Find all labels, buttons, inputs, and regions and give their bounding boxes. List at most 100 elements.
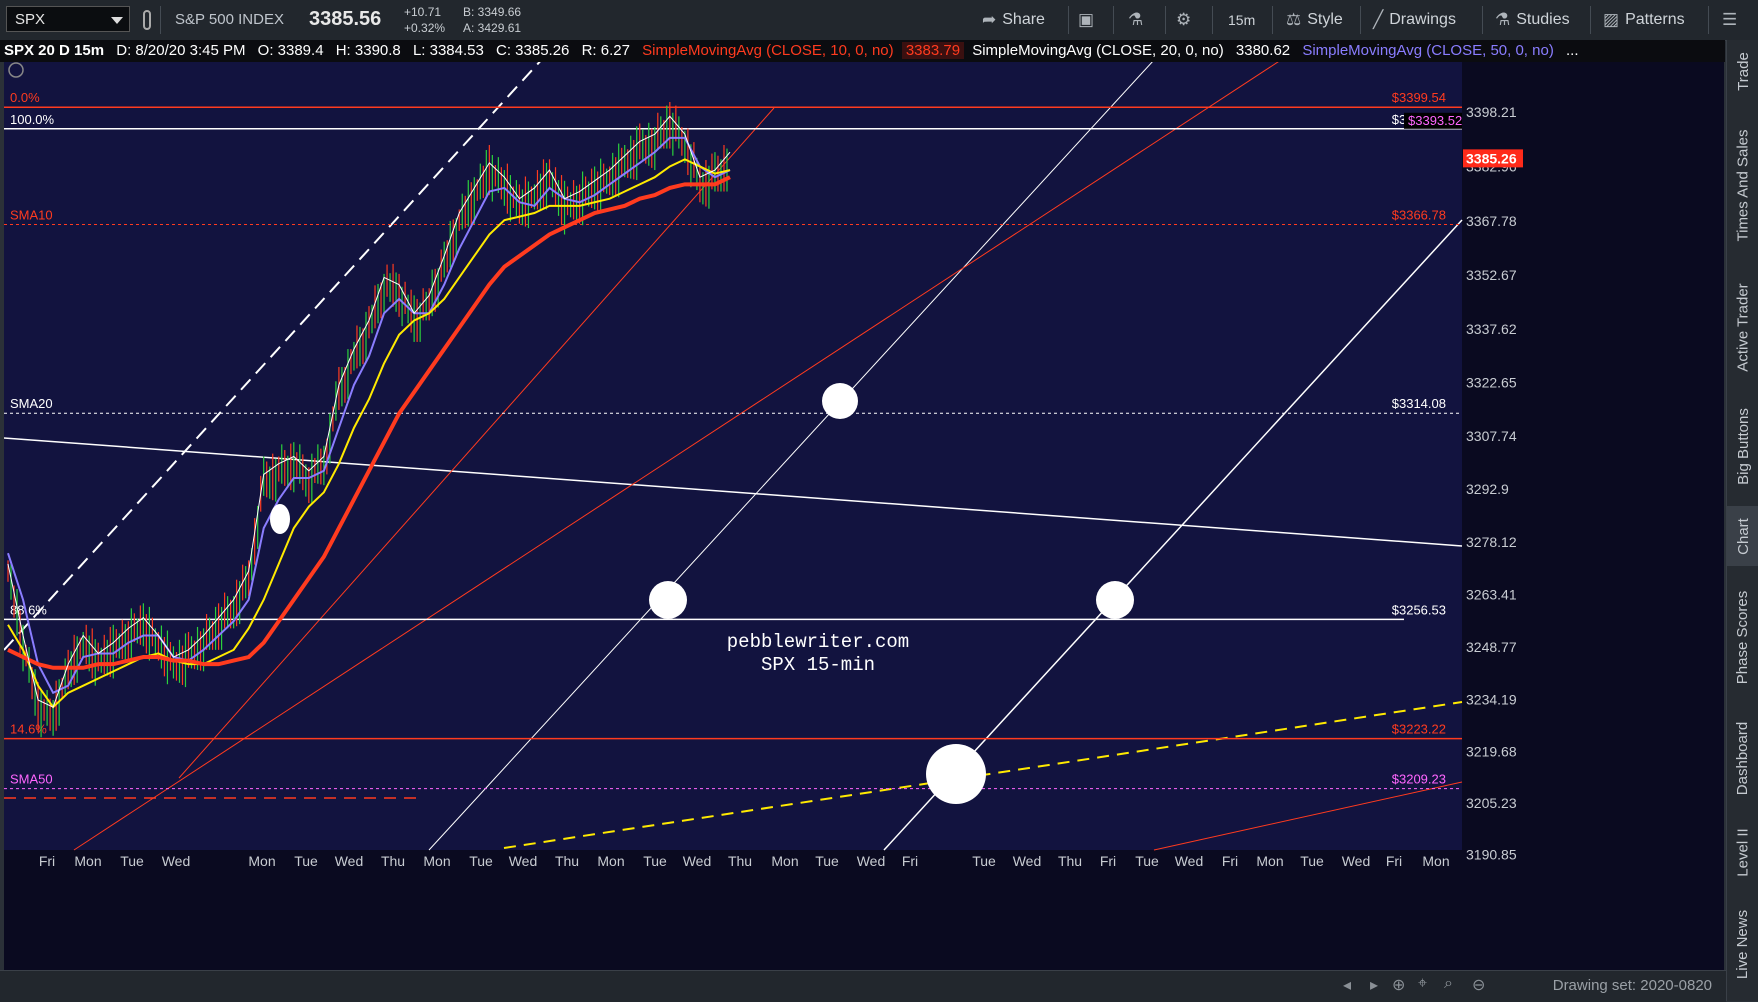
yellow-ma-line [7, 158, 731, 709]
x-tick-label: Wed [1342, 853, 1371, 869]
level-right-label: $3209.23 [1392, 772, 1446, 787]
annotation-circle [1096, 581, 1134, 619]
level-left-label: SMA50 [10, 772, 53, 787]
tab-times-and-sales[interactable]: Times And Sales [1727, 110, 1758, 260]
tab-active-trader[interactable]: Active Trader [1727, 268, 1758, 386]
chart-panel[interactable]: 3413.533398.213382.963367.783352.673337.… [4, 62, 1724, 970]
x-tick-label: Tue [643, 853, 667, 869]
flask-button[interactable]: ⚗ [1128, 0, 1143, 40]
drawing-set-label[interactable]: Drawing set: 2020-0820 [1552, 977, 1712, 994]
bar-close: C: 3385.26 [496, 42, 570, 59]
x-tick-label: Mon [771, 853, 798, 869]
style-button[interactable]: ⚖ Style [1286, 0, 1343, 40]
tab-label: Big Buttons [1734, 407, 1752, 485]
current-price-label: 3385.26 [1466, 150, 1517, 166]
link-icon[interactable] [143, 10, 151, 30]
zoom-out-icon[interactable]: ⊖ [1472, 977, 1486, 994]
tab-label: Live News [1734, 909, 1752, 979]
bar-open: O: 3389.4 [257, 42, 324, 59]
zoom-icon[interactable]: ⌕ [1444, 975, 1453, 992]
screenshot-button[interactable]: ▣ [1078, 0, 1094, 40]
tab-label: Level II [1734, 827, 1752, 877]
y-tick-label: 3190.85 [1466, 847, 1517, 863]
aggregation-label: 15m [1228, 12, 1256, 28]
menu-button[interactable]: ☰ [1722, 0, 1737, 40]
scroll-right-icon[interactable]: ▸ [1370, 977, 1379, 994]
annotation-circle [822, 383, 858, 419]
pan-icon[interactable]: ⊕ [1392, 977, 1406, 994]
sma10-study-value: 3383.79 [901, 42, 965, 59]
x-tick-label: Fri [1100, 853, 1116, 869]
flask-icon: ⚗ [1495, 10, 1511, 29]
bar-date: D: 8/20/20 3:45 PM [116, 42, 246, 59]
price-chart[interactable]: 3413.533398.213382.963367.783352.673337.… [4, 62, 1724, 970]
crosshair-icon[interactable]: ⌖ [1418, 975, 1428, 992]
x-tick-label: Tue [469, 853, 493, 869]
watermark-line-1: pebblewriter.com [727, 631, 909, 653]
x-tick-label: Mon [1422, 853, 1449, 869]
symbol-dropdown-icon[interactable] [111, 17, 123, 24]
studies-button[interactable]: ⚗ Studies [1495, 0, 1570, 40]
style-icon: ⚖ [1286, 10, 1302, 29]
tab-level-ii[interactable]: Level II [1727, 816, 1758, 888]
settings-button[interactable]: ⚙ [1176, 0, 1191, 40]
x-tick-label: Tue [1135, 853, 1159, 869]
y-tick-label: 3292.9 [1466, 481, 1509, 497]
tab-big-buttons[interactable]: Big Buttons [1727, 394, 1758, 498]
scroll-left-icon[interactable]: ◂ [1343, 977, 1352, 994]
flask-icon: ⚗ [1128, 10, 1144, 29]
tab-trade[interactable]: Trade [1727, 40, 1758, 102]
style-label: Style [1307, 11, 1343, 28]
annotation-circle [649, 581, 687, 619]
x-tick-label: Thu [728, 853, 752, 869]
x-tick-label: Fri [39, 853, 55, 869]
x-tick-label: Tue [120, 853, 144, 869]
x-tick-label: Fri [902, 853, 918, 869]
tab-label: Dashboard [1734, 721, 1752, 795]
level-left-label: 88.6% [10, 602, 47, 617]
level-left-label: SMA20 [10, 396, 53, 411]
toolbar-divider [1165, 6, 1166, 34]
index-name: S&P 500 INDEX [175, 11, 284, 28]
bar-high: H: 3390.8 [335, 42, 401, 59]
share-label: Share [1002, 11, 1045, 28]
sma50-study-label[interactable]: SimpleMovingAvg (CLOSE, 50, 0, no) [1302, 42, 1554, 59]
pencil-icon: ╱ [1373, 10, 1384, 29]
x-tick-label: Wed [1175, 853, 1204, 869]
tab-phase-scores[interactable]: Phase Scores [1727, 574, 1758, 700]
toolbar-divider [1360, 6, 1361, 34]
share-button[interactable]: ➦ Share [982, 0, 1045, 40]
info-ellipsis[interactable]: ... [1566, 42, 1579, 59]
chart-title: SPX 20 D 15m [4, 42, 105, 59]
tab-label: Trade [1734, 51, 1752, 91]
x-tick-label: Mon [423, 853, 450, 869]
info-icon [8, 62, 24, 78]
menu-icon: ☰ [1722, 10, 1738, 29]
sma20-study-label[interactable]: SimpleMovingAvg (CLOSE, 20, 0, no) [972, 42, 1224, 59]
chart-bottom-bar: ◂ ▸ ⊕ ⌖ ⌕ ⊖ Drawing set: 2020-0820 [0, 970, 1726, 1002]
toolbar-divider [1113, 6, 1114, 34]
x-tick-label: Mon [1256, 853, 1283, 869]
drawings-button[interactable]: ╱ Drawings [1373, 0, 1456, 40]
patterns-button[interactable]: ▨ Patterns [1603, 0, 1685, 40]
time-axis [4, 850, 1462, 970]
sma10-study-label[interactable]: SimpleMovingAvg (CLOSE, 10, 0, no) [642, 42, 894, 59]
bid-price: B: 3349.66 [463, 5, 522, 19]
watermark-line-2: SPX 15-min [761, 654, 875, 676]
tab-live-news[interactable]: Live News [1727, 896, 1758, 992]
drawings-label: Drawings [1389, 11, 1456, 28]
symbol-text: SPX [15, 11, 46, 28]
x-tick-label: Wed [335, 853, 364, 869]
level-right-label: $3366.78 [1392, 208, 1446, 223]
level-left-label: 100.0% [10, 112, 55, 127]
sma20-line [7, 115, 731, 708]
symbol-input[interactable]: SPX [6, 6, 130, 32]
patterns-label: Patterns [1625, 11, 1685, 28]
level-price-badge [1404, 112, 1462, 129]
tab-chart[interactable]: Chart [1727, 506, 1758, 566]
toolbar-divider [1482, 6, 1483, 34]
y-tick-label: 3352.67 [1466, 267, 1517, 283]
aggregation-button[interactable]: 15m [1228, 0, 1255, 40]
x-tick-label: Fri [1386, 853, 1402, 869]
tab-dashboard[interactable]: Dashboard [1727, 708, 1758, 808]
